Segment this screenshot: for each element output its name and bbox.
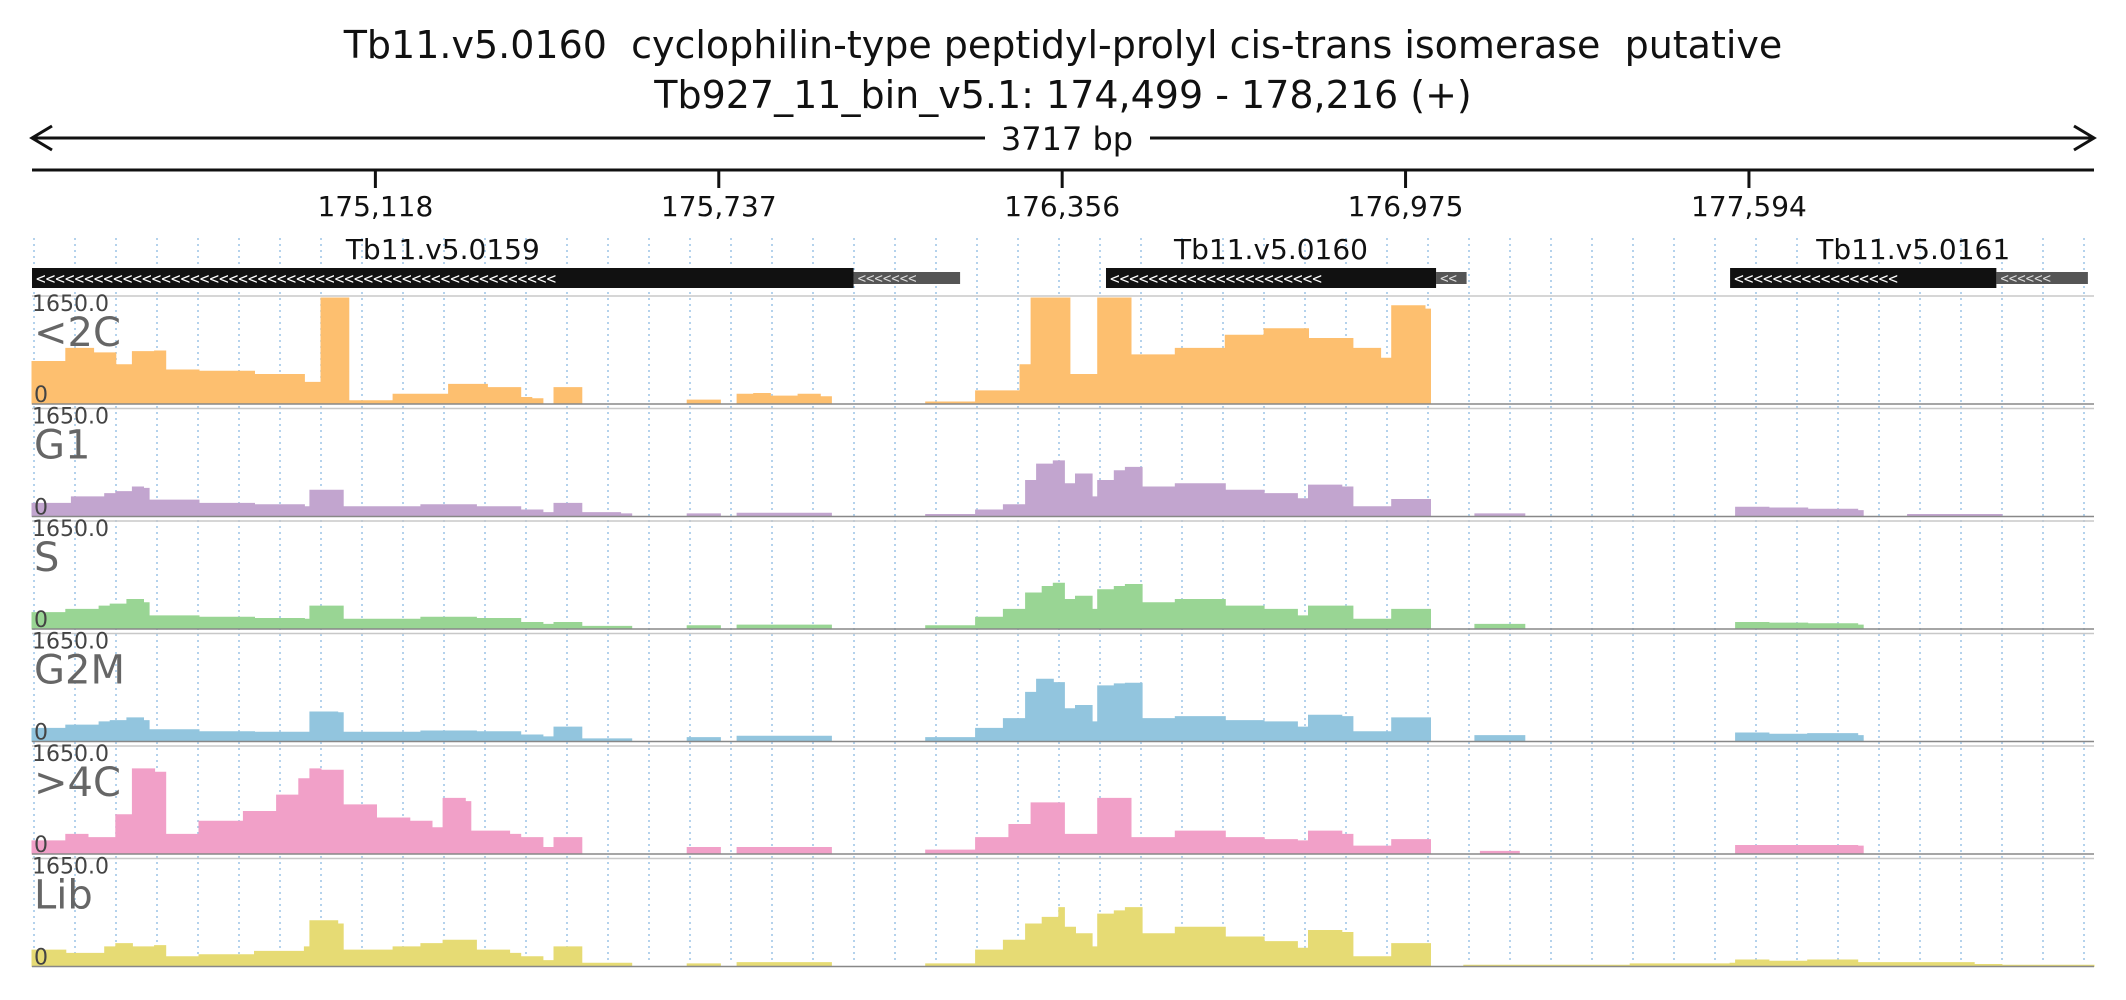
gene-strand-arrows: <<<<<<<<<<<<<<<<< — [1734, 269, 1898, 288]
gene-label: Tb11.v5.0161 — [1815, 233, 2010, 266]
axis-ticks: 175,118 175,737 176,356 176,975 177,594 — [317, 170, 1807, 223]
track-2C: 1650.0 0 <2C — [31, 292, 2094, 408]
axis-tick-label: 176,356 — [1004, 190, 1120, 223]
y-min-label: 0 — [34, 833, 48, 858]
coverage-area — [31, 768, 2094, 855]
gene-utr — [853, 272, 961, 284]
chart-subtitle: Tb927_11_bin_v5.1: 174,499 - 178,216 (+) — [654, 73, 1472, 117]
chart-title: Tb11.v5.0160 cyclophilin-type peptidyl-p… — [343, 23, 1783, 67]
axis-tick-label: 176,975 — [1348, 190, 1464, 223]
track-4C: 1650.0 0 >4C — [31, 742, 2094, 858]
span-arrow-head-right — [2073, 124, 2097, 152]
coverage-area — [31, 582, 2094, 630]
y-max-label: 1650.0 — [32, 517, 109, 542]
gene-strand-arrows: <<<<<<<<<<<<<<<<<<<<<< — [1110, 269, 1322, 288]
track-name: >4C — [34, 760, 121, 806]
gene-cds — [32, 268, 854, 288]
y-max-label: 1650.0 — [32, 630, 109, 655]
gene-label: Tb11.v5.0160 — [1173, 233, 1368, 266]
track-name: S — [34, 535, 59, 581]
track-name: G1 — [34, 423, 90, 469]
gene-cds — [1105, 268, 1437, 288]
y-max-label: 1650.0 — [32, 405, 109, 430]
y-max-label: 1650.0 — [32, 855, 109, 880]
coverage-area — [31, 460, 2094, 517]
y-min-label: 0 — [34, 383, 48, 408]
coverage-area — [31, 297, 2094, 405]
span-label: 3717 bp — [1001, 120, 1133, 158]
y-max-label: 1650.0 — [32, 292, 109, 317]
gene-label: Tb11.v5.0159 — [345, 233, 540, 266]
gene-track: <<<<<<<<<<<<<<<<<<<<<<<<<<<<<<<<<<<<<<<<… — [32, 233, 2088, 288]
axis-tick-label: 175,737 — [661, 190, 777, 223]
gene-utr — [1436, 272, 1467, 284]
gene-utr-arrows: <<<<<< — [2000, 271, 2051, 287]
track-name: <2C — [34, 310, 121, 356]
gene-utr-arrows: <<<<<<< — [858, 271, 917, 287]
track-S: 1650.0 0 S — [31, 517, 2094, 633]
y-min-label: 0 — [34, 946, 48, 971]
gene-strand-arrows: <<<<<<<<<<<<<<<<<<<<<<<<<<<<<<<<<<<<<<<<… — [36, 269, 556, 288]
track-name: G2M — [34, 648, 125, 694]
y-min-label: 0 — [34, 608, 48, 633]
coverage-area — [31, 907, 2095, 967]
gene-utr — [1996, 272, 2088, 284]
y-max-label: 1650.0 — [32, 742, 109, 767]
y-min-label: 0 — [34, 496, 48, 521]
coverage-area — [31, 678, 2094, 742]
track-G1: 1650.0 0 G1 — [31, 405, 2094, 521]
gene-cds — [1730, 268, 1997, 288]
track-name: Lib — [34, 873, 93, 919]
gene-utr-arrows: << — [1440, 271, 1457, 287]
axis-tick-label: 177,594 — [1691, 190, 1807, 223]
coverage-tracks: 1650.00<2C1650.00G11650.00S1650.00G2M165… — [31, 292, 2095, 971]
track-G2M: 1650.0 0 G2M — [31, 630, 2094, 746]
span-ruler: 3717 bp — [29, 120, 2097, 172]
span-arrow-head-left — [29, 124, 53, 152]
track-Lib: 1650.0 0 Lib — [31, 855, 2095, 971]
axis-tick-label: 175,118 — [317, 190, 433, 223]
y-min-label: 0 — [34, 721, 48, 746]
